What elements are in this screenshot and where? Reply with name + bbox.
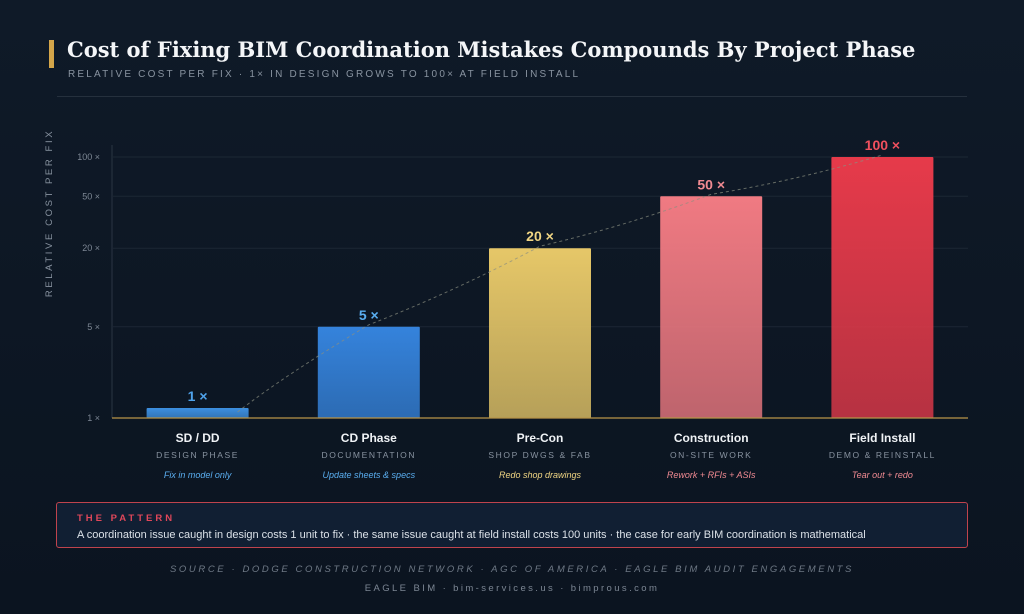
bar-value-label: 5 × <box>359 307 379 323</box>
bar <box>317 326 420 418</box>
note-label: Fix in model only <box>164 470 232 480</box>
note-label: Rework + RFIs + ASIs <box>667 470 756 480</box>
brand-footer: EAGLE BIM · bim-services.us · bimprous.c… <box>364 583 660 594</box>
note-label: Redo shop drawings <box>499 470 582 480</box>
y-tick-label: 5 × <box>87 322 100 332</box>
pattern-label: THE PATTERN <box>77 513 176 524</box>
category-label: SD / DD <box>176 431 220 445</box>
phase-label: SHOP DWGS & FAB <box>488 450 591 460</box>
y-tick-label: 50 × <box>82 191 100 201</box>
category-label: Pre-Con <box>517 431 564 445</box>
note-label: Tear out + redo <box>852 470 913 480</box>
page-title: Cost of Fixing BIM Coordination Mistakes… <box>67 37 916 62</box>
cost-bar-chart: 1 × 5 × 20 × 50 × 100 × RELATIVE COST PER FIX… <box>44 129 968 480</box>
pattern-callout: THE PATTERN A coordination issue caught … <box>56 502 968 548</box>
title-accent-bar <box>49 40 54 68</box>
note-label: Update sheets & specs <box>323 470 416 480</box>
phase-label: DOCUMENTATION <box>321 450 416 460</box>
category-label: Field Install <box>849 431 915 445</box>
bar <box>660 196 763 418</box>
bar-value-label: 100 × <box>865 137 900 153</box>
y-axis-label: RELATIVE COST PER FIX <box>44 129 55 297</box>
bar-value-label: 1 × <box>188 388 208 404</box>
bar-value-label: 50 × <box>697 176 725 192</box>
y-tick-label: 100 × <box>77 152 100 162</box>
y-tick-label: 1 × <box>87 413 100 423</box>
bar <box>146 408 249 418</box>
page-subtitle: RELATIVE COST PER FIX · 1× IN DESIGN GRO… <box>68 69 581 80</box>
category-label: CD Phase <box>341 431 397 445</box>
category-label: Construction <box>674 431 749 445</box>
source-note: SOURCE · DODGE CONSTRUCTION NETWORK · AG… <box>169 564 854 575</box>
pattern-text: A coordination issue caught in design co… <box>77 529 866 541</box>
bar <box>489 248 591 418</box>
phase-label: DESIGN PHASE <box>156 450 239 460</box>
bar-value-label: 20 × <box>526 228 554 244</box>
phase-label: ON-SITE WORK <box>670 450 752 460</box>
y-tick-label: 20 × <box>82 243 100 253</box>
bar <box>831 157 934 418</box>
header-divider <box>57 96 967 97</box>
phase-label: DEMO & REINSTALL <box>829 450 936 460</box>
